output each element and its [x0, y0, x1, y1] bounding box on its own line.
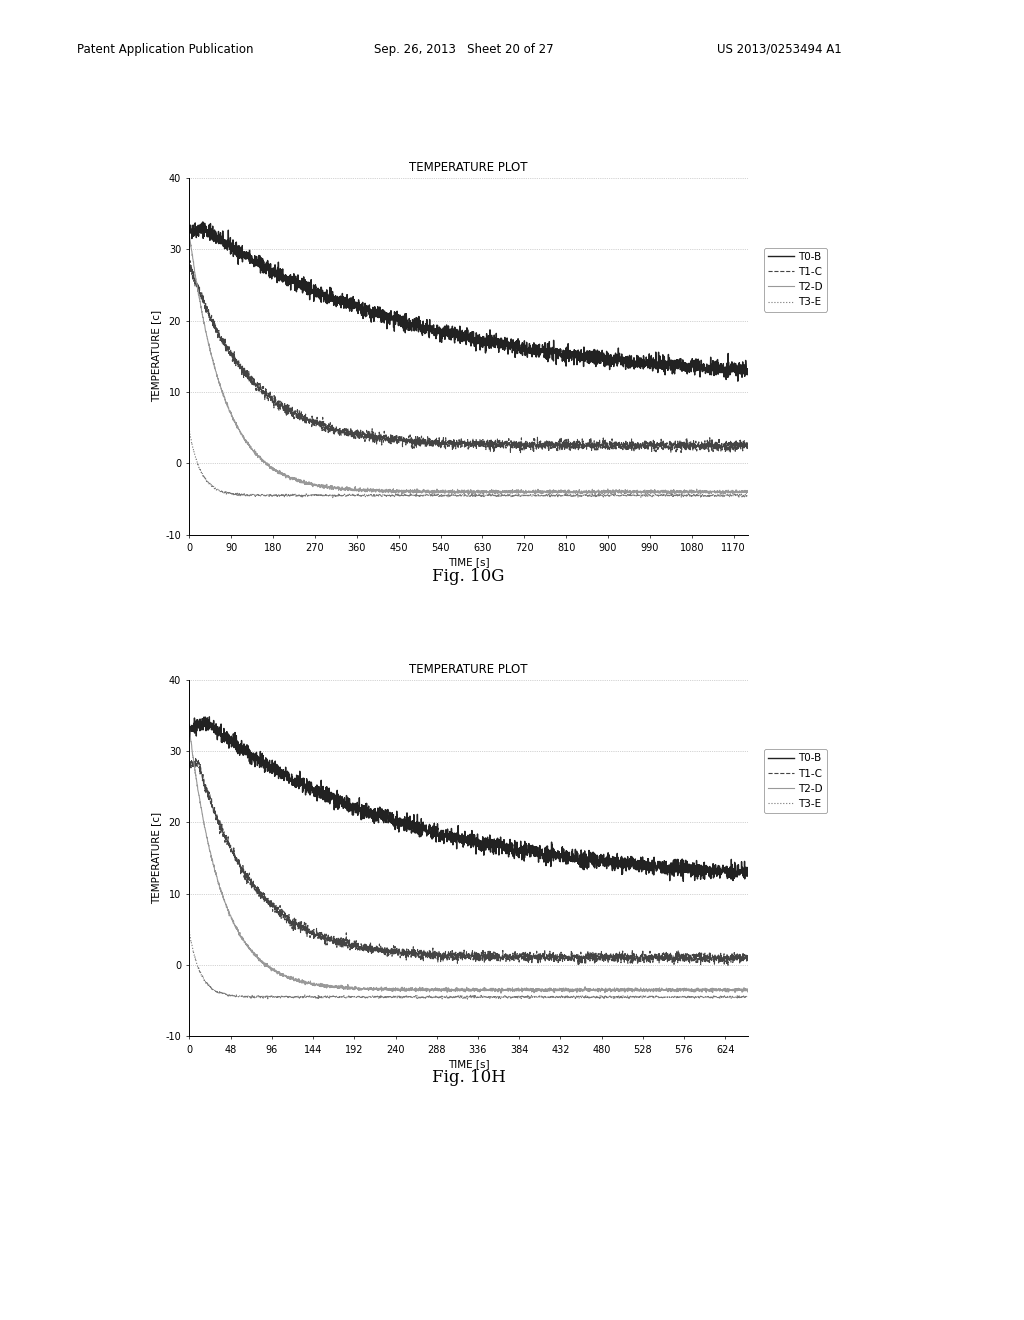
- Y-axis label: TEMPERATURE [c]: TEMPERATURE [c]: [152, 812, 161, 904]
- Y-axis label: TEMPERATURE [c]: TEMPERATURE [c]: [152, 310, 161, 403]
- Text: Fig. 10G: Fig. 10G: [432, 568, 505, 585]
- Text: Patent Application Publication: Patent Application Publication: [77, 42, 253, 55]
- Text: US 2013/0253494 A1: US 2013/0253494 A1: [717, 42, 842, 55]
- Legend: T0-B, T1-C, T2-D, T3-E: T0-B, T1-C, T2-D, T3-E: [764, 750, 827, 813]
- Legend: T0-B, T1-C, T2-D, T3-E: T0-B, T1-C, T2-D, T3-E: [764, 248, 827, 312]
- Title: TEMPERATURE PLOT: TEMPERATURE PLOT: [410, 663, 527, 676]
- Text: Sep. 26, 2013   Sheet 20 of 27: Sep. 26, 2013 Sheet 20 of 27: [374, 42, 553, 55]
- Title: TEMPERATURE PLOT: TEMPERATURE PLOT: [410, 161, 527, 174]
- Text: Fig. 10H: Fig. 10H: [431, 1069, 506, 1086]
- X-axis label: TIME [s]: TIME [s]: [447, 1059, 489, 1069]
- X-axis label: TIME [s]: TIME [s]: [447, 557, 489, 568]
